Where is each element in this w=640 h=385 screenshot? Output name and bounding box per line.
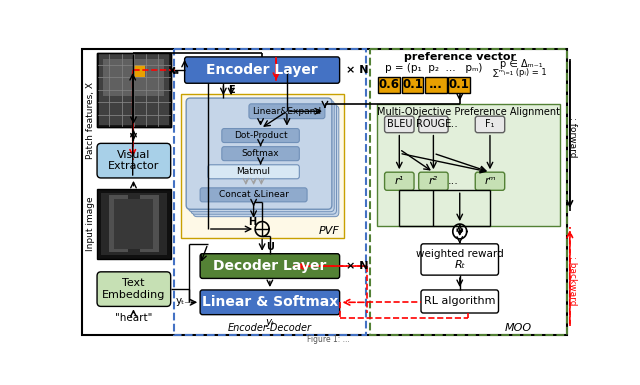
FancyBboxPatch shape <box>421 244 499 275</box>
Text: rᵐ: rᵐ <box>484 176 496 186</box>
Text: Multi-Objective Preference Alignment: Multi-Objective Preference Alignment <box>377 107 560 117</box>
Text: E: E <box>228 85 234 95</box>
FancyBboxPatch shape <box>200 254 340 278</box>
Text: Encoder-Decoder: Encoder-Decoder <box>228 323 312 333</box>
FancyBboxPatch shape <box>385 172 414 190</box>
Bar <box>97 189 171 259</box>
Bar <box>97 53 171 127</box>
Bar <box>370 49 566 335</box>
Text: Matmul: Matmul <box>237 167 271 176</box>
FancyBboxPatch shape <box>184 57 340 83</box>
Bar <box>174 49 366 335</box>
Text: Softmax: Softmax <box>242 149 280 158</box>
FancyBboxPatch shape <box>222 147 300 161</box>
Text: p = (p₁  p₂  ...   pₘ): p = (p₁ p₂ ... pₘ) <box>385 63 482 73</box>
Text: Text
Embedding: Text Embedding <box>102 278 165 300</box>
FancyBboxPatch shape <box>419 116 448 133</box>
Text: F₁: F₁ <box>485 119 495 129</box>
Bar <box>114 199 153 249</box>
FancyBboxPatch shape <box>385 116 414 133</box>
FancyBboxPatch shape <box>222 129 300 142</box>
FancyBboxPatch shape <box>189 100 334 212</box>
Text: Concat &Linear: Concat &Linear <box>219 190 289 199</box>
Text: : backward: : backward <box>568 256 577 306</box>
Text: ...: ... <box>447 119 458 129</box>
Text: × N: × N <box>346 261 369 271</box>
Text: Linear&Expand: Linear&Expand <box>252 107 321 116</box>
FancyBboxPatch shape <box>200 290 340 315</box>
Text: ...: ... <box>429 79 443 91</box>
Bar <box>101 193 167 254</box>
FancyBboxPatch shape <box>193 105 339 217</box>
Text: xₛ: xₛ <box>168 66 179 76</box>
Text: 0.1: 0.1 <box>449 79 469 91</box>
Text: U: U <box>266 242 274 252</box>
Text: Linear & Softmax: Linear & Softmax <box>202 295 338 309</box>
Text: p ∈ Δₘ₋₁: p ∈ Δₘ₋₁ <box>500 59 543 69</box>
Bar <box>180 94 344 238</box>
Text: ROUGE: ROUGE <box>416 119 451 129</box>
Text: 0.1: 0.1 <box>402 79 423 91</box>
Text: Figure 1: ...: Figure 1: ... <box>307 335 349 344</box>
Text: MOO: MOO <box>504 323 531 333</box>
Text: r¹: r¹ <box>395 176 404 186</box>
Text: ...: ... <box>447 176 458 186</box>
Bar <box>134 65 145 77</box>
Bar <box>140 195 159 252</box>
Text: Dot-Product: Dot-Product <box>234 131 287 140</box>
Bar <box>448 77 470 93</box>
Text: H: H <box>248 217 257 227</box>
Bar <box>377 104 560 226</box>
Text: BLEU: BLEU <box>387 119 412 129</box>
FancyBboxPatch shape <box>186 98 332 209</box>
Text: preference vector: preference vector <box>404 52 516 62</box>
FancyBboxPatch shape <box>419 172 448 190</box>
Text: ∑ᵐᵢ₌₁ (pᵢ) = 1: ∑ᵐᵢ₌₁ (pᵢ) = 1 <box>493 68 547 77</box>
Bar <box>109 195 128 252</box>
Text: RL algorithm: RL algorithm <box>424 296 495 306</box>
Text: Visual
Extractor: Visual Extractor <box>108 150 159 171</box>
FancyBboxPatch shape <box>97 143 171 178</box>
Text: 0.6: 0.6 <box>379 79 400 91</box>
Text: × N: × N <box>346 65 369 75</box>
Text: Rₜ: Rₜ <box>454 260 465 270</box>
Text: yₜ₋₁: yₜ₋₁ <box>176 296 195 306</box>
Text: PVF: PVF <box>319 226 340 236</box>
Text: r²: r² <box>429 176 438 186</box>
Bar <box>425 77 447 93</box>
Text: Decoder Layer: Decoder Layer <box>213 259 326 273</box>
FancyBboxPatch shape <box>191 103 337 214</box>
FancyBboxPatch shape <box>421 290 499 313</box>
Text: yₜ: yₜ <box>266 317 275 327</box>
Text: "heart": "heart" <box>115 313 152 323</box>
FancyBboxPatch shape <box>476 172 505 190</box>
Bar <box>99 54 169 125</box>
Bar <box>402 77 423 93</box>
Bar <box>97 53 171 127</box>
FancyBboxPatch shape <box>208 165 300 179</box>
Text: Patch features, X: Patch features, X <box>86 82 95 159</box>
Text: Input image: Input image <box>86 196 95 251</box>
Bar <box>378 77 400 93</box>
FancyBboxPatch shape <box>476 116 505 133</box>
Text: : forward: : forward <box>568 117 577 157</box>
FancyBboxPatch shape <box>97 272 171 306</box>
FancyBboxPatch shape <box>249 104 325 119</box>
FancyBboxPatch shape <box>200 188 307 202</box>
Text: Encoder Layer: Encoder Layer <box>206 63 318 77</box>
Text: xₛ: xₛ <box>168 65 179 75</box>
Text: weighted reward: weighted reward <box>416 249 504 259</box>
Bar <box>103 59 164 96</box>
